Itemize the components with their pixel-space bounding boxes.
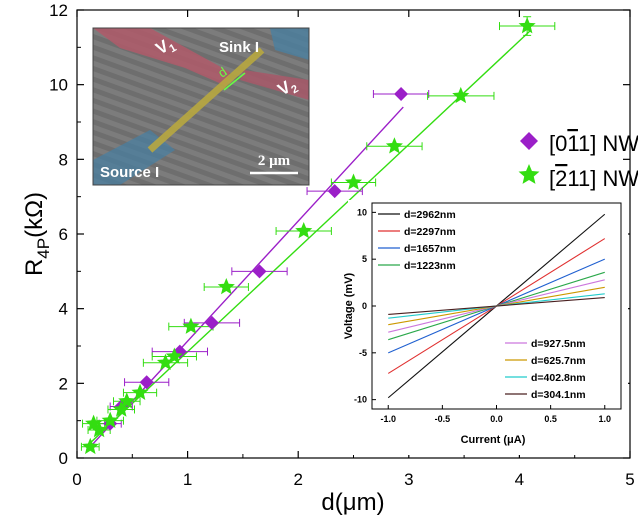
data-markers [81, 17, 536, 455]
sem-scale-bar-label: 2 μm [258, 153, 291, 169]
iv-legend-label: d=304.1nm [531, 389, 586, 401]
iv-legend-label: d=2962nm [404, 209, 456, 221]
legend-label-0-11: [011] NW [549, 131, 638, 156]
data-point-star [182, 317, 200, 334]
sem-label-source: Source I [100, 164, 159, 181]
iv-legend-label: d=625.7nm [531, 355, 586, 367]
legend: [011] NW [211] NW [518, 131, 638, 191]
y-axis-label-main: R [21, 259, 48, 276]
data-point-diamond [394, 87, 409, 101]
x-tick-label: 2 [293, 470, 302, 489]
data-point-star [156, 353, 175, 371]
sem-contact-v2 [240, 70, 309, 100]
sem-label-sink: Sink I [219, 39, 259, 56]
iv-x-tick-label: -1.0 [380, 414, 396, 424]
iv-x-tick-label: 0.0 [490, 414, 503, 424]
y-tick-label: 8 [59, 150, 68, 169]
data-point-star [295, 222, 313, 239]
data-point-star [452, 86, 470, 104]
iv-inset-background [348, 200, 628, 455]
legend-label-211: [211] NW [549, 166, 638, 191]
legend-star-marker [518, 164, 540, 184]
y-tick-label: 4 [59, 300, 68, 319]
iv-inset-y-label: Voltage (mV) [343, 272, 355, 339]
iv-inset-lines [387, 213, 606, 399]
sem-contact-sink [270, 28, 309, 60]
iv-y-tick-label: -5 [359, 348, 367, 358]
data-point-diamond [252, 264, 267, 279]
y-axis-label-tail: (kΩ) [21, 192, 48, 238]
sem-contact-v1 [93, 28, 230, 86]
data-point-diamond [139, 375, 154, 390]
legend-diamond-marker [520, 132, 538, 150]
iv-legend-label: d=2297nm [404, 226, 456, 238]
sem-d-marker [223, 72, 246, 91]
data-point-diamond [327, 184, 342, 199]
x-tick-label: 4 [515, 470, 524, 489]
iv-legend-label: d=1657nm [404, 243, 456, 255]
data-point-diamond [204, 315, 219, 330]
data-point-star [112, 400, 130, 417]
iv-inset-tick-labels: -1.0 -0.5 0.0 0.5 1.0 -10 -5 0 5 10 [354, 207, 611, 424]
iv-line [388, 297, 605, 315]
sem-inset-image: V1 Sink I V2 d Source I 2 μm [93, 28, 309, 185]
x-tick-label: 5 [625, 470, 634, 489]
data-point-star [90, 421, 108, 438]
iv-legend-label: d=402.8nm [531, 372, 586, 384]
y-tick-label: 10 [49, 76, 68, 95]
x-axis-label: d(μm) [321, 489, 384, 516]
data-point-star [217, 278, 235, 295]
x-tick-label: 1 [183, 470, 192, 489]
iv-legend-label: d=927.5nm [531, 338, 586, 350]
iv-inset-x-label: Current (μA) [461, 434, 526, 446]
data-point-star [344, 173, 363, 190]
error-bars [80, 16, 556, 451]
y-axis-label-sub: 4P [34, 238, 53, 259]
y-axis-label: R4P(kΩ) [21, 192, 53, 276]
data-point-star [101, 411, 119, 428]
y-tick-label: 2 [59, 374, 68, 393]
data-point-star [385, 137, 403, 154]
iv-y-tick-label: -10 [354, 395, 367, 405]
iv-y-tick-label: 0 [362, 301, 367, 311]
iv-x-tick-label: -0.5 [435, 414, 451, 424]
iv-y-tick-label: 10 [357, 207, 367, 217]
iv-x-tick-label: 0.5 [544, 414, 557, 424]
data-point-star [118, 392, 136, 409]
data-point-star [81, 437, 99, 455]
y-tick-label: 0 [59, 449, 68, 468]
iv-x-tick-label: 1.0 [599, 414, 612, 424]
iv-inset-legend: d=2962nm d=2297nm d=1657nm d=1223nm d=927.5n… [378, 209, 586, 401]
y-tick-label: 6 [59, 225, 68, 244]
iv-inset-ticks [372, 211, 606, 409]
x-tick-label: 0 [72, 470, 81, 489]
sem-nanowire [147, 47, 265, 153]
iv-legend-label: d=1223nm [404, 260, 456, 272]
data-point-star [165, 347, 183, 364]
y-tick-label: 12 [49, 1, 68, 20]
x-tick-label: 3 [404, 470, 413, 489]
data-point-star [131, 383, 149, 400]
data-point-star [518, 17, 536, 34]
iv-y-tick-label: 5 [362, 254, 367, 264]
